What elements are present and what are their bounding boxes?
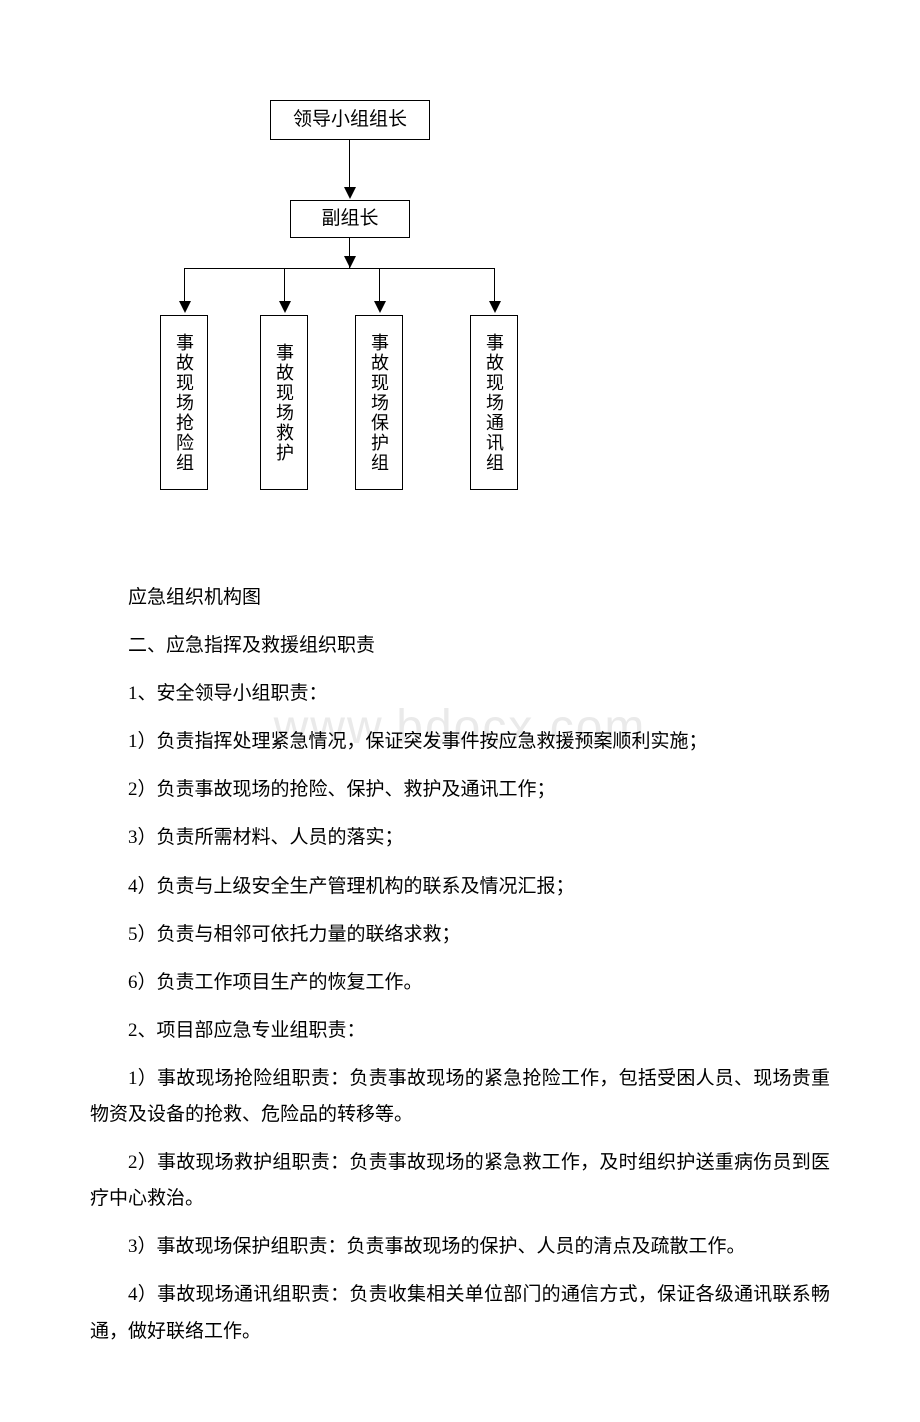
arrow-down-icon (374, 301, 386, 313)
body-paragraph: 1）负责指挥处理紧急情况，保证突发事件按应急救援预案顺利实施； (90, 724, 830, 760)
connector (349, 140, 350, 187)
body-paragraph: 4）事故现场通讯组职责：负责收集相关单位部门的通信方式，保证各级通讯联系畅通，做… (90, 1277, 830, 1349)
arrow-down-icon (179, 301, 191, 313)
body-paragraph: 3）负责所需材料、人员的落实； (90, 820, 830, 856)
node-protection-group: 事故现场保护组 (355, 315, 403, 490)
body-paragraph: 4）负责与上级安全生产管理机构的联系及情况汇报； (90, 869, 830, 905)
subsection-title: 1、安全领导小组职责： (90, 676, 830, 712)
connector (184, 268, 494, 269)
connector (184, 268, 185, 302)
body-paragraph: 3）事故现场保护组职责：负责事故现场的保护、人员的清点及疏散工作。 (90, 1229, 830, 1265)
body-paragraph: 5）负责与相邻可依托力量的联络求救； (90, 917, 830, 953)
body-paragraph: 1）事故现场抢险组职责：负责事故现场的紧急抢险工作，包括受困人员、现场贵重物资及… (90, 1061, 830, 1133)
body-paragraph: 2）事故现场救护组职责：负责事故现场的紧急救工作，及时组织护送重病伤员到医疗中心… (90, 1145, 830, 1217)
node-rescue-group: 事故现场抢险组 (160, 315, 208, 490)
org-chart-diagram: 领导小组组长 副组长 事故现场抢险组 事故现场救护 事故现场保护组 事故现场通讯… (130, 100, 830, 520)
connector (284, 268, 285, 302)
diagram-caption: 应急组织机构图 (90, 580, 830, 616)
document-body: 应急组织机构图 二、应急指挥及救援组织职责 1、安全领导小组职责： 1）负责指挥… (0, 580, 920, 1422)
body-paragraph: 2）负责事故现场的抢险、保护、救护及通讯工作； (90, 772, 830, 808)
section-heading: 二、应急指挥及救援组织职责 (90, 628, 830, 664)
arrow-down-icon (344, 256, 356, 268)
subsection-title: 2、项目部应急专业组职责： (90, 1013, 830, 1049)
connector (494, 268, 495, 302)
node-deputy: 副组长 (290, 200, 410, 238)
node-communication-group: 事故现场通讯组 (470, 315, 518, 490)
arrow-down-icon (489, 301, 501, 313)
node-medical-group: 事故现场救护 (260, 315, 308, 490)
connector (379, 268, 380, 302)
arrow-down-icon (279, 301, 291, 313)
arrow-down-icon (344, 187, 356, 199)
body-paragraph: 6）负责工作项目生产的恢复工作。 (90, 965, 830, 1001)
node-leader: 领导小组组长 (270, 100, 430, 140)
